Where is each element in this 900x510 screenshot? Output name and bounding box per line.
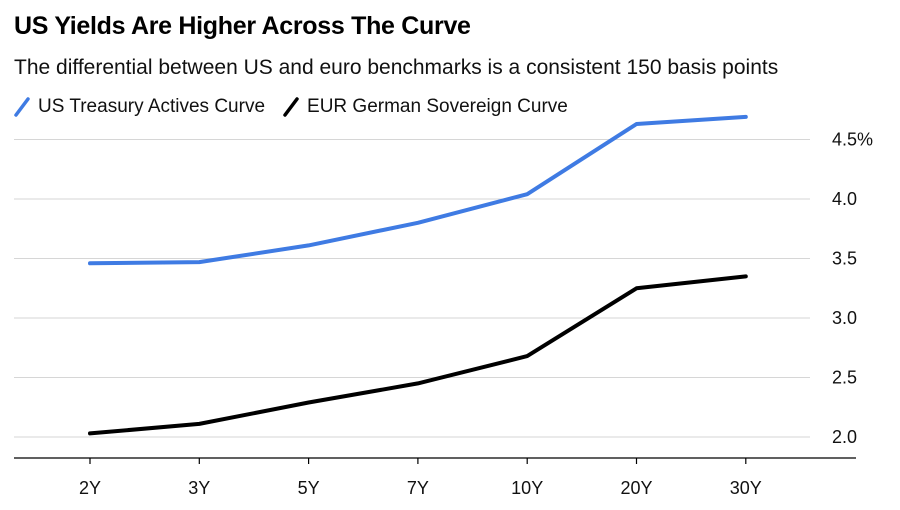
y-tick-label-4: 4.0: [832, 189, 857, 209]
y-tick-label-2: 3.0: [832, 308, 857, 328]
chart-subtitle: The differential between US and euro ben…: [14, 56, 779, 79]
legend-label-us-treasury: US Treasury Actives Curve: [38, 96, 266, 117]
x-tick-label-2: 5Y: [298, 478, 320, 498]
y-tick-label-0: 2.0: [832, 427, 857, 447]
x-tick-label-3: 7Y: [407, 478, 429, 498]
x-tick-label-4: 10Y: [511, 478, 543, 498]
legend-label-eur-german: EUR German Sovereign Curve: [307, 96, 568, 117]
y-tick-label-1: 2.5: [832, 368, 857, 388]
x-tick-label-6: 30Y: [730, 478, 762, 498]
legend-swatch-eur-german: [283, 97, 299, 117]
x-tick-label-5: 20Y: [620, 478, 652, 498]
x-tick-label-1: 3Y: [188, 478, 210, 498]
legend-item-eur-german: EUR German Sovereign Curve: [283, 96, 568, 118]
legend-swatch-us-treasury: [14, 97, 30, 117]
y-tick-label-5: 4.5%: [832, 130, 873, 150]
legend-item-us-treasury: US Treasury Actives Curve: [14, 96, 265, 118]
y-tick-label-3: 3.5: [832, 249, 857, 269]
legend: US Treasury Actives Curve EUR German Sov…: [14, 96, 586, 118]
series-line-0: [88, 114, 748, 266]
x-tick-label-0: 2Y: [79, 478, 101, 498]
series-line-1: [88, 274, 748, 436]
chart-title: US Yields Are Higher Across The Curve: [14, 12, 471, 40]
